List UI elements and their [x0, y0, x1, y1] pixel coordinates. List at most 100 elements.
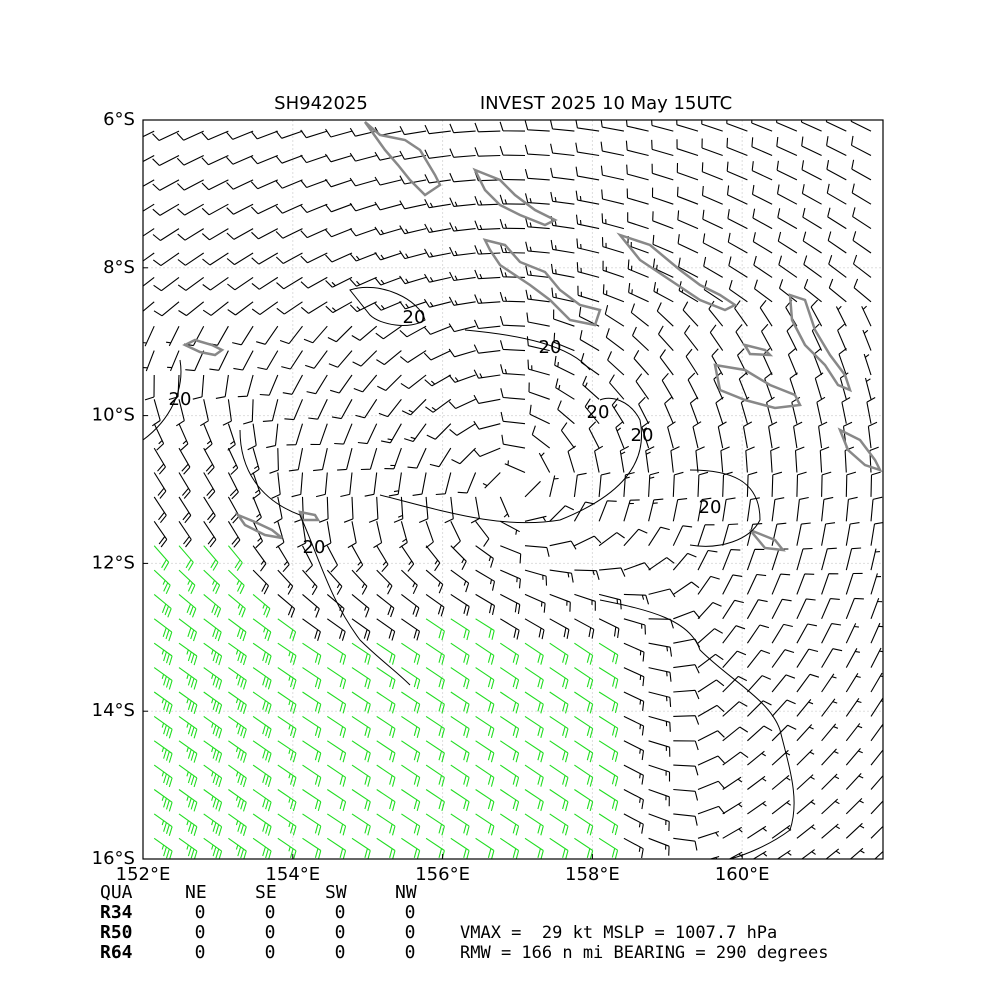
- wind-barb: [349, 202, 377, 212]
- wind-barb: [275, 252, 303, 264]
- wind-barb: [302, 789, 322, 812]
- wind-barb: [524, 193, 550, 205]
- wind-barb: [203, 813, 223, 836]
- wind-barb: [257, 350, 279, 371]
- wind-barb: [524, 642, 544, 665]
- y-tick-label: 6°S: [103, 109, 135, 130]
- wind-barb: [870, 548, 880, 571]
- wind-barb: [282, 374, 303, 395]
- wind-barb: [722, 497, 736, 522]
- wind-barb: [349, 301, 377, 313]
- wind-barb: [326, 789, 347, 812]
- wind-barb: [448, 323, 476, 333]
- wind-barb: [277, 545, 290, 573]
- wind-barb: [424, 374, 452, 387]
- wind-barb: [449, 271, 476, 282]
- wind-barb: [746, 548, 765, 571]
- wind-barb: [228, 764, 247, 788]
- wind-barb: [425, 521, 434, 549]
- wind-barb: [475, 642, 495, 665]
- wind-barb: [697, 524, 715, 546]
- wind-barb: [623, 740, 645, 761]
- contour-label: 20: [169, 389, 192, 410]
- wind-barb: [499, 218, 526, 230]
- wind-barb: [673, 837, 698, 851]
- wind-barb: [499, 267, 526, 278]
- wind-barb: [252, 813, 272, 836]
- wind-barb: [598, 789, 619, 811]
- wind-barb: [277, 667, 297, 690]
- wind-barb: [351, 789, 371, 812]
- wind-barb: [252, 618, 272, 642]
- wind-barb: [802, 207, 822, 230]
- wind-barb: [673, 740, 699, 751]
- wind-barb: [399, 250, 427, 260]
- wind-barb: [326, 740, 347, 763]
- wind-barb: [300, 301, 328, 314]
- wind-barb: [143, 350, 155, 372]
- wind-barb: [203, 545, 219, 571]
- wind-barb: [203, 569, 221, 595]
- wind-barb: [777, 208, 798, 230]
- title-right: INVEST 2025 10 May 15UTC: [480, 93, 732, 114]
- wind-barb: [658, 325, 674, 351]
- wind-barb: [152, 130, 180, 141]
- wind-barb: [215, 374, 229, 399]
- wind-barb: [697, 601, 722, 620]
- wind-barb: [376, 350, 402, 366]
- wind-barb: [816, 396, 826, 424]
- wind-barb: [796, 573, 815, 595]
- wind-barb: [201, 155, 229, 166]
- wind-barb: [850, 120, 872, 132]
- wind-barb: [525, 241, 550, 254]
- wind-barb: [250, 130, 278, 140]
- wind-barb: [697, 755, 725, 766]
- wind-barb: [501, 434, 526, 449]
- wind-barb: [582, 375, 600, 400]
- wind-barb: [401, 667, 421, 690]
- wind-barb: [251, 203, 279, 215]
- wind-barb: [609, 374, 625, 400]
- wind-barb: [701, 120, 723, 132]
- wind-barb: [722, 801, 743, 815]
- wind-barb: [659, 349, 674, 376]
- wind-barb: [576, 262, 600, 278]
- wind-barb: [228, 863, 246, 885]
- wind-barb: [574, 642, 594, 665]
- wind-barb: [252, 740, 272, 763]
- wind-barb: [349, 228, 377, 237]
- wind-barb: [722, 701, 748, 717]
- wind-barb: [722, 650, 747, 668]
- wind-barb: [574, 618, 595, 639]
- wind-barb: [347, 521, 357, 549]
- wind-barb: [228, 813, 247, 836]
- wind-barb: [450, 569, 470, 593]
- wind-barb: [697, 805, 726, 815]
- stats-line: RMW = 166 n mi BEARING = 290 degrees: [460, 943, 828, 963]
- wind-barb: [870, 647, 883, 668]
- wind-barb: [638, 396, 650, 424]
- wind-barb: [728, 279, 748, 303]
- wind-barb: [701, 138, 723, 157]
- wind-barb: [500, 569, 521, 589]
- wind-barb: [821, 823, 840, 839]
- wind-barb: [845, 748, 863, 766]
- wind-barb: [227, 521, 241, 548]
- wind-barb: [697, 730, 725, 742]
- table-cell: 0: [405, 942, 416, 963]
- wind-barb: [407, 447, 427, 469]
- table-header: NW: [395, 882, 417, 903]
- wind-barb: [796, 623, 818, 644]
- wind-barb: [851, 159, 872, 181]
- wind-barb: [611, 397, 625, 424]
- wind-barb: [499, 121, 526, 132]
- wind-barb: [424, 248, 451, 258]
- wind-barb: [228, 618, 247, 642]
- wind-barb: [499, 291, 526, 303]
- wind-barb: [152, 228, 180, 241]
- wind-barb: [302, 618, 321, 641]
- wind-barb: [275, 154, 303, 164]
- wind-barb: [178, 764, 198, 788]
- wind-barb: [284, 399, 304, 421]
